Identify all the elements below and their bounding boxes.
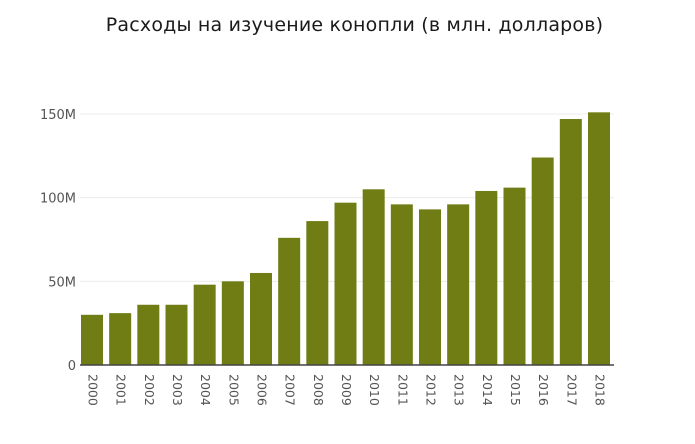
x-tick-label: 2007 [283, 374, 298, 406]
x-tick-label: 2018 [593, 374, 608, 406]
x-tick-label: 2003 [170, 374, 185, 406]
y-tick-label: 150M [40, 108, 76, 123]
x-tick-label: 2009 [339, 374, 354, 406]
x-tick-label: 2012 [424, 374, 439, 406]
y-tick-label: 0 [68, 359, 76, 374]
bar-2003 [165, 304, 188, 365]
x-tick-label: 2001 [114, 374, 129, 406]
bar-2017 [559, 119, 582, 366]
x-tick-label: 2013 [452, 374, 467, 406]
bar-2001 [109, 313, 132, 365]
x-tick-label: 2017 [564, 374, 579, 406]
x-tick-label: 2006 [255, 374, 270, 406]
y-tick-label: 100M [40, 192, 76, 207]
x-tick-label: 2005 [226, 374, 241, 406]
bar-2010 [362, 189, 385, 365]
x-tick-label: 2015 [508, 374, 523, 406]
bar-2006 [250, 272, 272, 365]
x-tick-label: 2010 [367, 374, 382, 406]
bar-2012 [419, 209, 441, 365]
x-tick-label: 2000 [86, 374, 101, 406]
bar-2007 [278, 237, 301, 365]
bar-2014 [475, 190, 498, 365]
bar-2011 [390, 204, 413, 365]
bar-2015 [503, 187, 526, 365]
bar-2009 [334, 202, 357, 365]
x-tick-label: 2002 [142, 374, 157, 406]
y-tick-label: 50M [48, 275, 76, 290]
x-tick-label: 2004 [198, 374, 213, 406]
bar-2004 [193, 284, 216, 365]
bar-2008 [306, 221, 329, 365]
bars [81, 112, 610, 366]
x-tick-labels: 2000 2001 2002 2003 2004 2005 2006 2007 2008 2009… [86, 374, 608, 406]
x-tick-label: 2016 [536, 374, 551, 406]
chart-title: Расходы на изучение конопли (в млн. долл… [105, 14, 604, 36]
bar-2002 [137, 304, 160, 365]
bar-2005 [221, 281, 244, 365]
x-tick-label: 2008 [311, 374, 326, 406]
y-tick-labels: 0 50M 100M 150M [40, 108, 76, 374]
x-tick-label: 2014 [480, 374, 495, 406]
bar-2016 [531, 157, 554, 365]
bar-2018 [588, 112, 610, 365]
x-tick-label: 2011 [395, 374, 410, 406]
bar-2013 [447, 204, 470, 365]
bar-2000 [81, 314, 103, 365]
